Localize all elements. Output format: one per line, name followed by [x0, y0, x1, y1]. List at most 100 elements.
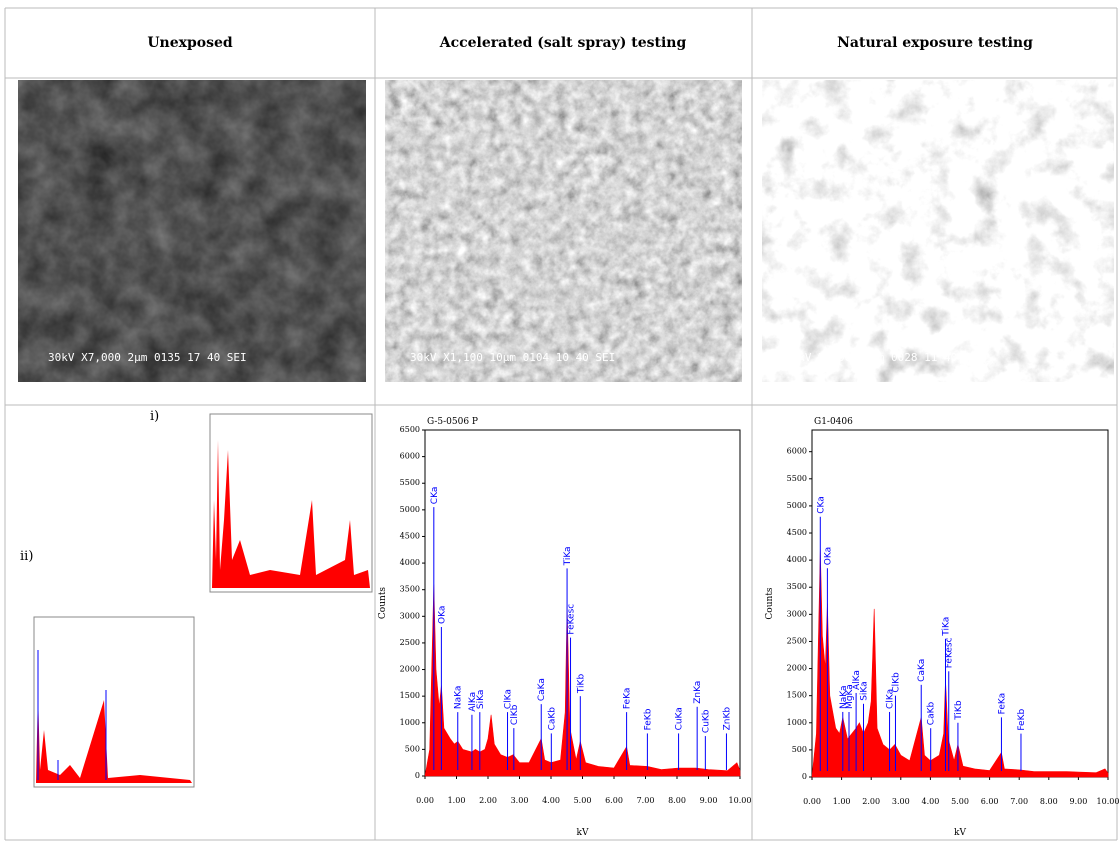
peak-label: ZnKa [693, 681, 703, 704]
y-tick-label: 3000 [787, 609, 807, 618]
peak-label: ClKa [886, 689, 896, 709]
peak-label: ClKb [891, 672, 901, 693]
y-tick-label: 1000 [400, 718, 420, 727]
y-tick-label: 6500 [400, 425, 420, 434]
y-tick-label: 0 [802, 772, 807, 781]
peak-label: ClKb [510, 704, 520, 725]
y-tick-label: 3000 [400, 611, 420, 620]
peak-label: FeKa [623, 688, 633, 709]
y-axis-label: Counts [378, 587, 388, 620]
x-axis-label: kV [954, 828, 966, 838]
peak-label: AlKa [468, 692, 478, 712]
peak-label: CaKb [547, 707, 557, 731]
sem-image [385, 80, 742, 382]
x-tick-label: 10.00 [729, 796, 752, 805]
y-tick-label: 5500 [787, 474, 807, 483]
peak-label: OKa [437, 606, 447, 624]
y-tick-label: 4500 [400, 531, 420, 540]
sem-caption: 30kV X7,000 2μm 0135 17 40 SEI [48, 351, 247, 364]
peak-label: TiKb [954, 700, 964, 721]
x-tick-label: 3.00 [511, 796, 529, 805]
x-tick-label: 10.00 [1097, 797, 1119, 806]
peak-label: CaKa [537, 678, 547, 701]
spectrum-title: G1-0406 [814, 417, 853, 427]
peak-label: TiKa [563, 546, 573, 566]
inset-spectrum [209, 413, 373, 593]
y-tick-label: 3500 [787, 582, 807, 591]
x-tick-label: 0.00 [803, 797, 821, 806]
y-tick-label: 2500 [400, 638, 420, 647]
x-tick-label: 7.00 [637, 796, 655, 805]
peak-label: FeKb [1017, 709, 1027, 731]
peak-label: TiKb [576, 674, 586, 695]
y-tick-label: 500 [792, 745, 807, 754]
y-tick-label: 5000 [400, 505, 420, 514]
y-tick-label: 5000 [787, 501, 807, 510]
table-grid [4, 7, 1118, 841]
peak-label: NaKa [839, 685, 849, 709]
x-tick-label: 3.00 [892, 797, 910, 806]
y-tick-label: 3500 [400, 585, 420, 594]
column-header: Natural exposure testing [837, 35, 1033, 51]
peak-label: CuKa [675, 707, 685, 730]
y-tick-label: 6000 [400, 452, 420, 461]
y-tick-label: 4000 [787, 555, 807, 564]
x-tick-label: 6.00 [981, 797, 999, 806]
column-header: Unexposed [147, 35, 233, 51]
peak-label: CKa [816, 496, 826, 514]
y-tick-label: 500 [405, 744, 420, 753]
x-tick-label: 7.00 [1010, 797, 1028, 806]
x-tick-label: 8.00 [668, 796, 686, 805]
sem-image [762, 80, 1114, 382]
peak-label: CaKa [917, 659, 927, 682]
inset-spectrum [33, 616, 195, 788]
inset-label: i) [150, 409, 159, 424]
y-tick-label: 2000 [400, 665, 420, 674]
inset-label: ii) [20, 549, 33, 564]
x-tick-label: 1.00 [448, 796, 466, 805]
peak-label: SiKa [860, 681, 870, 700]
y-axis-label: Counts [765, 587, 775, 620]
x-tick-label: 2.00 [479, 796, 497, 805]
peak-label: NaKa [454, 686, 464, 710]
x-tick-label: 9.00 [700, 796, 718, 805]
y-tick-label: 0 [415, 771, 420, 780]
x-tick-label: 4.00 [542, 796, 560, 805]
x-axis-label: kV [577, 828, 589, 838]
peak-label: AlKa [852, 670, 862, 690]
x-tick-label: 1.00 [833, 797, 851, 806]
column-header: Accelerated (salt spray) testing [439, 35, 687, 51]
peak-label: FeKa [997, 693, 1007, 714]
peak-label: FeKesc [945, 637, 955, 668]
sem-caption: 30kV X1,100 10μm 0104 10 40 SEI [410, 351, 615, 364]
y-tick-label: 1000 [787, 718, 807, 727]
y-tick-label: 1500 [400, 691, 420, 700]
peak-label: FeKb [643, 708, 653, 730]
y-tick-label: 5500 [400, 478, 420, 487]
sem-caption: 30kV X5,000 2μm 0028 11 40 SEI [785, 351, 984, 364]
spectrum-title: G-5-0506 P [427, 417, 478, 427]
peak-label: SiKa [476, 690, 486, 709]
x-tick-label: 5.00 [951, 797, 969, 806]
x-tick-label: 9.00 [1069, 797, 1087, 806]
x-tick-label: 4.00 [921, 797, 939, 806]
peak-label: ZnKb [722, 707, 732, 731]
x-tick-label: 5.00 [574, 796, 592, 805]
y-tick-label: 2000 [787, 664, 807, 673]
peak-label: TiKa [941, 617, 951, 637]
peak-label: MgKa [845, 684, 855, 709]
y-tick-label: 6000 [787, 447, 807, 456]
x-tick-label: 0.00 [416, 796, 434, 805]
x-tick-label: 6.00 [605, 796, 623, 805]
peak-label: CuKb [701, 709, 711, 733]
peak-label: FeKesc [567, 604, 577, 635]
y-tick-label: 2500 [787, 636, 807, 645]
peak-label: CKa [430, 487, 440, 505]
sem-texture [18, 80, 366, 382]
peak-label: CaKb [927, 702, 937, 726]
y-tick-label: 4000 [400, 558, 420, 567]
y-tick-label: 1500 [787, 691, 807, 700]
peak-label: ClKa [504, 689, 514, 709]
